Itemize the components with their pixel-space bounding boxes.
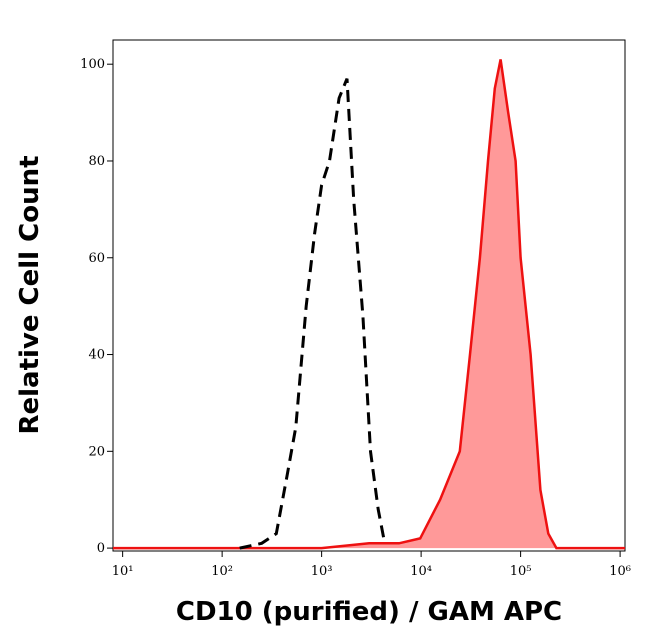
area xyxy=(113,59,625,549)
x-tick-label: 10¹ xyxy=(112,564,134,579)
line xyxy=(239,78,387,550)
y-tick-label: 40 xyxy=(88,348,105,363)
x-tick-label: 10⁴ xyxy=(410,564,432,579)
x-tick-label: 10⁵ xyxy=(510,564,532,579)
y-tick-label: 20 xyxy=(88,444,105,459)
line xyxy=(113,59,625,550)
x-axis-label: CD10 (purified) / GAM APC xyxy=(176,597,562,627)
y-tick-label: 80 xyxy=(88,154,105,169)
y-axis-label: Relative Cell Count xyxy=(15,155,45,434)
x-tick-label: 10⁶ xyxy=(609,564,631,579)
y-tick-label: 100 xyxy=(80,57,105,72)
y-tick-label: 0 xyxy=(97,541,105,556)
y-tick-label: 60 xyxy=(88,251,105,266)
plot-frame xyxy=(112,39,626,552)
x-tick-label: 10³ xyxy=(311,564,333,579)
x-tick-label: 10² xyxy=(211,564,233,579)
